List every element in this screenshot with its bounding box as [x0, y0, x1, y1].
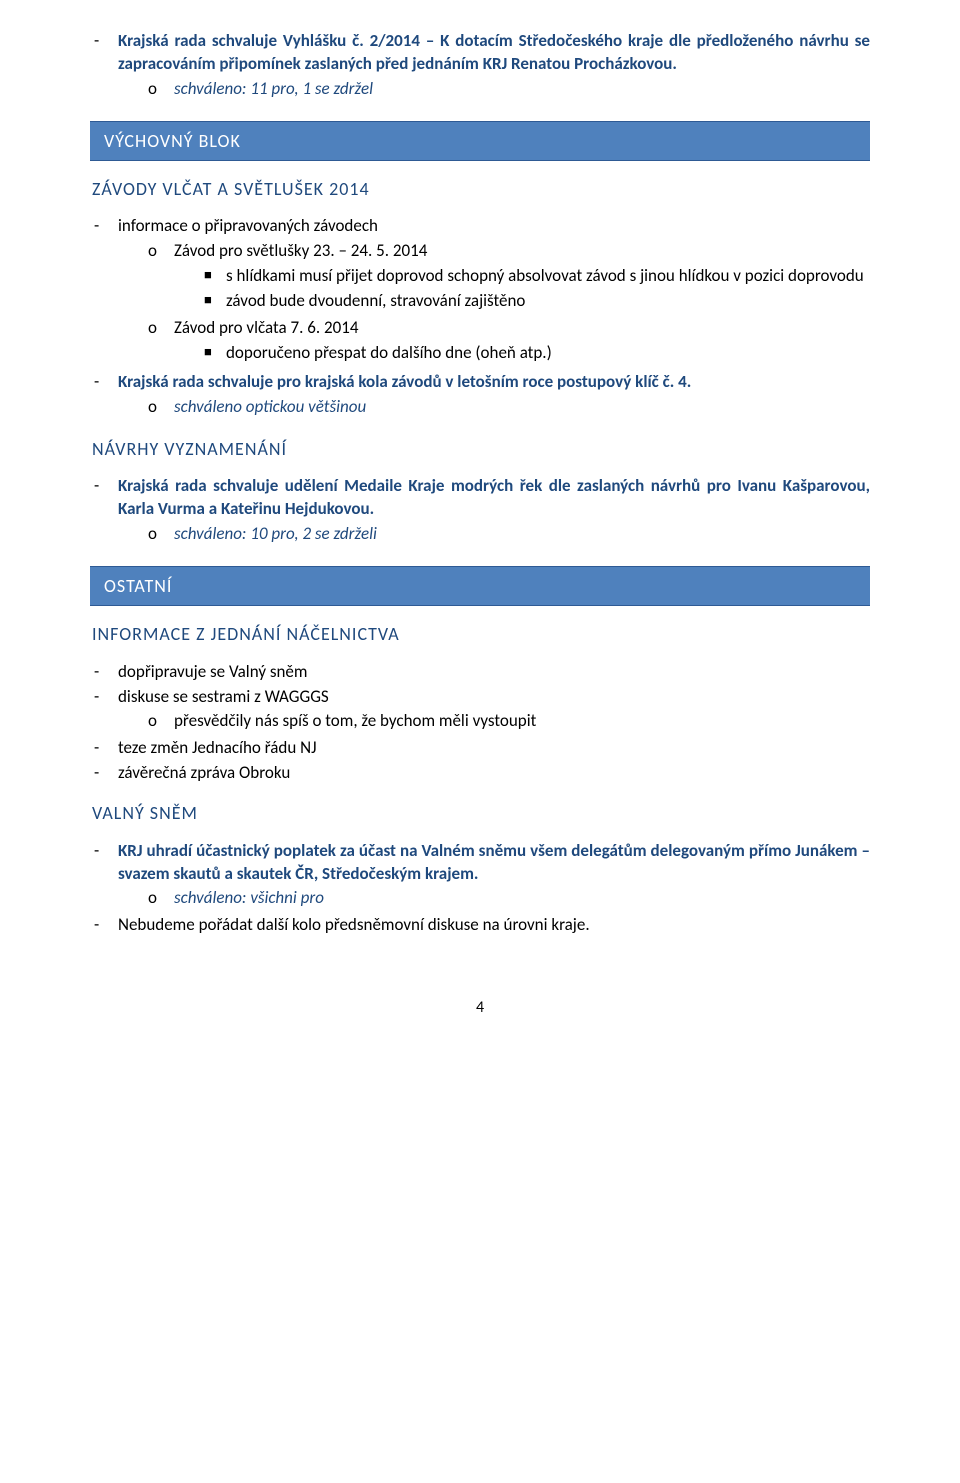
navrhy-block: - Krajská rada schvaluje udělení Medaile…	[90, 475, 870, 548]
bullet-square-icon: ■	[202, 265, 226, 288]
bullet-dash: -	[90, 661, 118, 684]
bullet-circle: o	[146, 710, 174, 733]
navrhy-l2: o schváleno: 10 pro, 2 se zdrželi	[146, 523, 870, 546]
zavody-l2b-text: Závod pro vlčata 7. 6. 2014	[174, 317, 358, 338]
bullet-dash: -	[90, 737, 118, 760]
valny-l1b: - Nebudeme pořádat další kolo předsněmov…	[90, 914, 870, 937]
info-i2: - diskuse se sestrami z WAGGGS o přesvěd…	[90, 686, 870, 736]
zavody-l1b: - Krajská rada schvaluje pro krajská kol…	[90, 371, 870, 421]
bullet-circle: o	[146, 317, 174, 367]
info-i4-text: závěrečná zpráva Obroku	[118, 762, 290, 783]
zavody-l2c: o schváleno optickou většinou	[146, 396, 870, 419]
valny-block: - KRJ uhradí účastnický poplatek za účas…	[90, 840, 870, 938]
section-ostatni: OSTATNÍ	[90, 566, 870, 606]
valny-l1b-text: Nebudeme pořádat další kolo předsněmovní…	[118, 914, 590, 935]
bullet-circle: o	[146, 396, 174, 419]
intro-block: - Krajská rada schvaluje Vyhlášku č. 2/2…	[90, 30, 870, 103]
zavody-l2c-text: schváleno optickou většinou	[174, 396, 366, 417]
zavody-l3a-text: s hlídkami musí přijet doprovod schopný …	[226, 265, 864, 286]
bullet-dash: -	[90, 215, 118, 369]
bullet-dash: -	[90, 371, 118, 421]
zavody-l3c: ■ doporučeno přespat do dalšího dne (ohe…	[202, 342, 870, 365]
info-i2-text: diskuse se sestrami z WAGGGS	[118, 686, 329, 707]
intro-item-1: - Krajská rada schvaluje Vyhlášku č. 2/2…	[90, 30, 870, 103]
bullet-dash: -	[90, 914, 118, 937]
subheading-valny: VALNÝ SNĚM	[90, 801, 870, 825]
zavody-l1: - informace o připravovaných závodech o …	[90, 215, 870, 369]
bullet-circle: o	[146, 887, 174, 910]
info-i2a: o přesvědčily nás spíš o tom, že bychom …	[146, 710, 870, 733]
zavody-block: - informace o připravovaných závodech o …	[90, 215, 870, 421]
zavody-l1b-text: Krajská rada schvaluje pro krajská kola …	[118, 371, 691, 392]
info-i3-text: teze změn Jednacího řádu NJ	[118, 737, 317, 758]
bullet-dash: -	[90, 686, 118, 736]
bullet-circle: o	[146, 240, 174, 315]
valny-l1: - KRJ uhradí účastnický poplatek za účas…	[90, 840, 870, 913]
zavody-l1-text: informace o připravovaných závodech	[118, 215, 378, 236]
info-i1: - dopřipravuje se Valný sněm	[90, 661, 870, 684]
bullet-circle: o	[146, 78, 174, 101]
valny-l2a: o schváleno: všichni pro	[146, 887, 870, 910]
info-block: - dopřipravuje se Valný sněm - diskuse s…	[90, 661, 870, 786]
info-i4: - závěrečná zpráva Obroku	[90, 762, 870, 785]
subheading-zavody: ZÁVODY VLČAT A SVĚTLUŠEK 2014	[90, 177, 870, 201]
valny-l2a-text: schváleno: všichni pro	[174, 887, 324, 908]
subheading-navrhy: NÁVRHY VYZNAMENÁNÍ	[90, 437, 870, 461]
navrhy-l2-text: schváleno: 10 pro, 2 se zdrželi	[174, 523, 377, 544]
subheading-info: INFORMACE Z JEDNÁNÍ NÁČELNICTVA	[90, 622, 870, 646]
intro-item-1-sub-text: schváleno: 11 pro, 1 se zdržel	[174, 78, 373, 99]
zavody-l2a: o Závod pro světlušky 23. – 24. 5. 2014 …	[146, 240, 870, 315]
bullet-square-icon: ■	[202, 290, 226, 313]
valny-l1-text: KRJ uhradí účastnický poplatek za účast …	[118, 840, 870, 884]
bullet-dash: -	[90, 762, 118, 785]
zavody-l3c-text: doporučeno přespat do dalšího dne (oheň …	[226, 342, 552, 363]
zavody-l3b: ■ závod bude dvoudenní, stravování zajiš…	[202, 290, 870, 313]
info-i2a-text: přesvědčily nás spíš o tom, že bychom mě…	[174, 710, 536, 731]
zavody-l3a: ■ s hlídkami musí přijet doprovod schopn…	[202, 265, 870, 288]
section-vychovny-blok: VÝCHOVNÝ BLOK	[90, 121, 870, 161]
bullet-dash: -	[90, 840, 118, 913]
zavody-l2a-text: Závod pro světlušky 23. – 24. 5. 2014	[174, 240, 427, 261]
intro-item-1-text: Krajská rada schvaluje Vyhlášku č. 2/201…	[118, 30, 870, 74]
bullet-dash: -	[90, 30, 118, 103]
intro-item-1-sub: o schváleno: 11 pro, 1 se zdržel	[146, 78, 870, 101]
navrhy-l1: - Krajská rada schvaluje udělení Medaile…	[90, 475, 870, 548]
bullet-dash: -	[90, 475, 118, 548]
navrhy-l1-text: Krajská rada schvaluje udělení Medaile K…	[118, 475, 870, 519]
info-i1-text: dopřipravuje se Valný sněm	[118, 661, 307, 682]
zavody-l2b: o Závod pro vlčata 7. 6. 2014 ■ doporuče…	[146, 317, 870, 367]
info-i3: - teze změn Jednacího řádu NJ	[90, 737, 870, 760]
zavody-l3b-text: závod bude dvoudenní, stravování zajiště…	[226, 290, 525, 311]
page-number: 4	[90, 997, 870, 1019]
bullet-square-icon: ■	[202, 342, 226, 365]
bullet-circle: o	[146, 523, 174, 546]
